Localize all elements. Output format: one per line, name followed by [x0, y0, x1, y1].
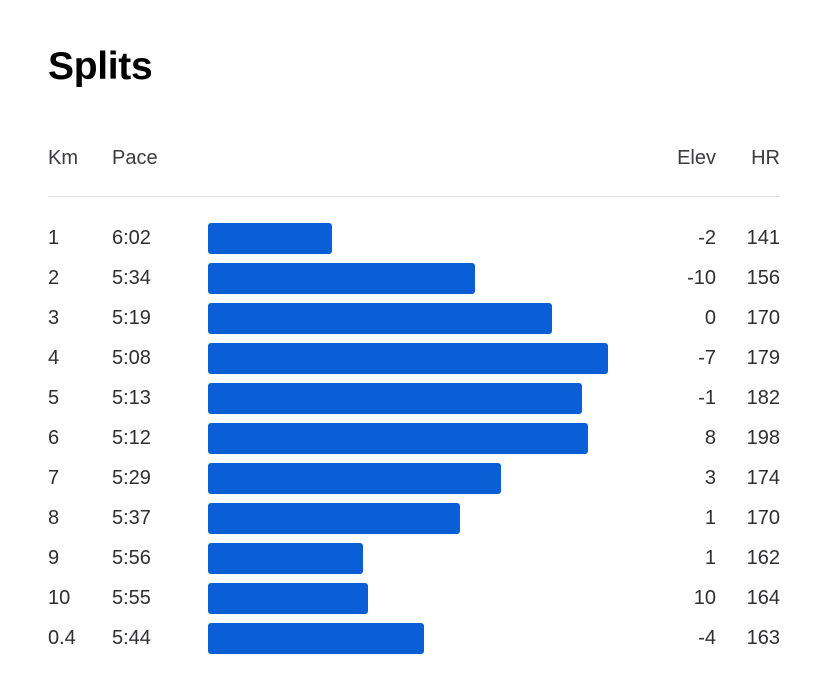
- split-row: 2 5:34 -10 156: [0, 262, 828, 302]
- column-header-km: Km: [48, 147, 78, 169]
- split-km: 9: [48, 547, 60, 569]
- split-km: 2: [48, 267, 60, 289]
- pace-bar: [208, 223, 332, 254]
- split-elev: -4: [698, 627, 716, 649]
- split-elev: 10: [693, 587, 716, 609]
- split-pace: 5:55: [112, 587, 151, 609]
- split-pace: 5:13: [112, 387, 151, 409]
- split-pace: 5:44: [112, 627, 151, 649]
- split-hr: 141: [746, 227, 780, 249]
- split-hr: 164: [746, 587, 780, 609]
- split-row: 9 5:56 1 162: [0, 542, 828, 582]
- split-row: 7 5:29 3 174: [0, 462, 828, 502]
- split-hr: 179: [746, 347, 780, 369]
- split-hr: 170: [746, 507, 780, 529]
- split-km: 7: [48, 467, 60, 489]
- column-header-elev: Elev: [677, 147, 716, 169]
- split-km: 5: [48, 387, 60, 409]
- pace-bar: [208, 543, 363, 574]
- split-elev: 0: [704, 307, 716, 329]
- split-hr: 163: [746, 627, 780, 649]
- pace-bar: [208, 423, 588, 454]
- split-pace: 5:56: [112, 547, 151, 569]
- pace-bar: [208, 383, 582, 414]
- split-elev: -1: [698, 387, 716, 409]
- split-elev: -2: [698, 227, 716, 249]
- split-hr: 170: [746, 307, 780, 329]
- split-row: 3 5:19 0 170: [0, 302, 828, 342]
- split-elev: 1: [704, 547, 716, 569]
- pace-bar: [208, 343, 608, 374]
- split-km: 3: [48, 307, 60, 329]
- split-km: 6: [48, 427, 60, 449]
- split-hr: 156: [746, 267, 780, 289]
- pace-bar: [208, 503, 460, 534]
- split-km: 8: [48, 507, 60, 529]
- split-pace: 5:19: [112, 307, 151, 329]
- pace-bar: [208, 463, 501, 494]
- split-pace: 5:08: [112, 347, 151, 369]
- splits-header: Km Pace Elev HR: [0, 142, 828, 174]
- pace-bar: [208, 263, 475, 294]
- split-elev: 1: [704, 507, 716, 529]
- split-row: 1 6:02 -2 141: [0, 222, 828, 262]
- page-title: Splits: [48, 45, 153, 88]
- split-hr: 182: [746, 387, 780, 409]
- pace-bar: [208, 303, 552, 334]
- split-row: 10 5:55 10 164: [0, 582, 828, 622]
- split-row: 6 5:12 8 198: [0, 422, 828, 462]
- split-pace: 5:37: [112, 507, 151, 529]
- pace-bar: [208, 623, 424, 654]
- splits-table: 1 6:02 -2 141 2 5:34 -10 156 3 5:19 0 170 4 5:08 -7 179…: [0, 222, 828, 662]
- split-km: 0.4: [48, 627, 76, 649]
- split-pace: 5:34: [112, 267, 151, 289]
- split-hr: 162: [746, 547, 780, 569]
- split-elev: -10: [687, 267, 716, 289]
- split-km: 4: [48, 347, 60, 369]
- split-elev: -7: [698, 347, 716, 369]
- split-hr: 174: [746, 467, 780, 489]
- split-km: 1: [48, 227, 60, 249]
- split-row: 4 5:08 -7 179: [0, 342, 828, 382]
- split-row: 0.4 5:44 -4 163: [0, 622, 828, 662]
- split-row: 5 5:13 -1 182: [0, 382, 828, 422]
- column-header-hr: HR: [751, 147, 780, 169]
- split-hr: 198: [746, 427, 780, 449]
- split-row: 8 5:37 1 170: [0, 502, 828, 542]
- pace-bar: [208, 583, 368, 614]
- split-pace: 5:12: [112, 427, 151, 449]
- split-elev: 3: [704, 467, 716, 489]
- split-pace: 5:29: [112, 467, 151, 489]
- split-elev: 8: [704, 427, 716, 449]
- split-km: 10: [48, 587, 71, 609]
- header-divider: [48, 196, 780, 197]
- split-pace: 6:02: [112, 227, 151, 249]
- column-header-pace: Pace: [112, 147, 158, 169]
